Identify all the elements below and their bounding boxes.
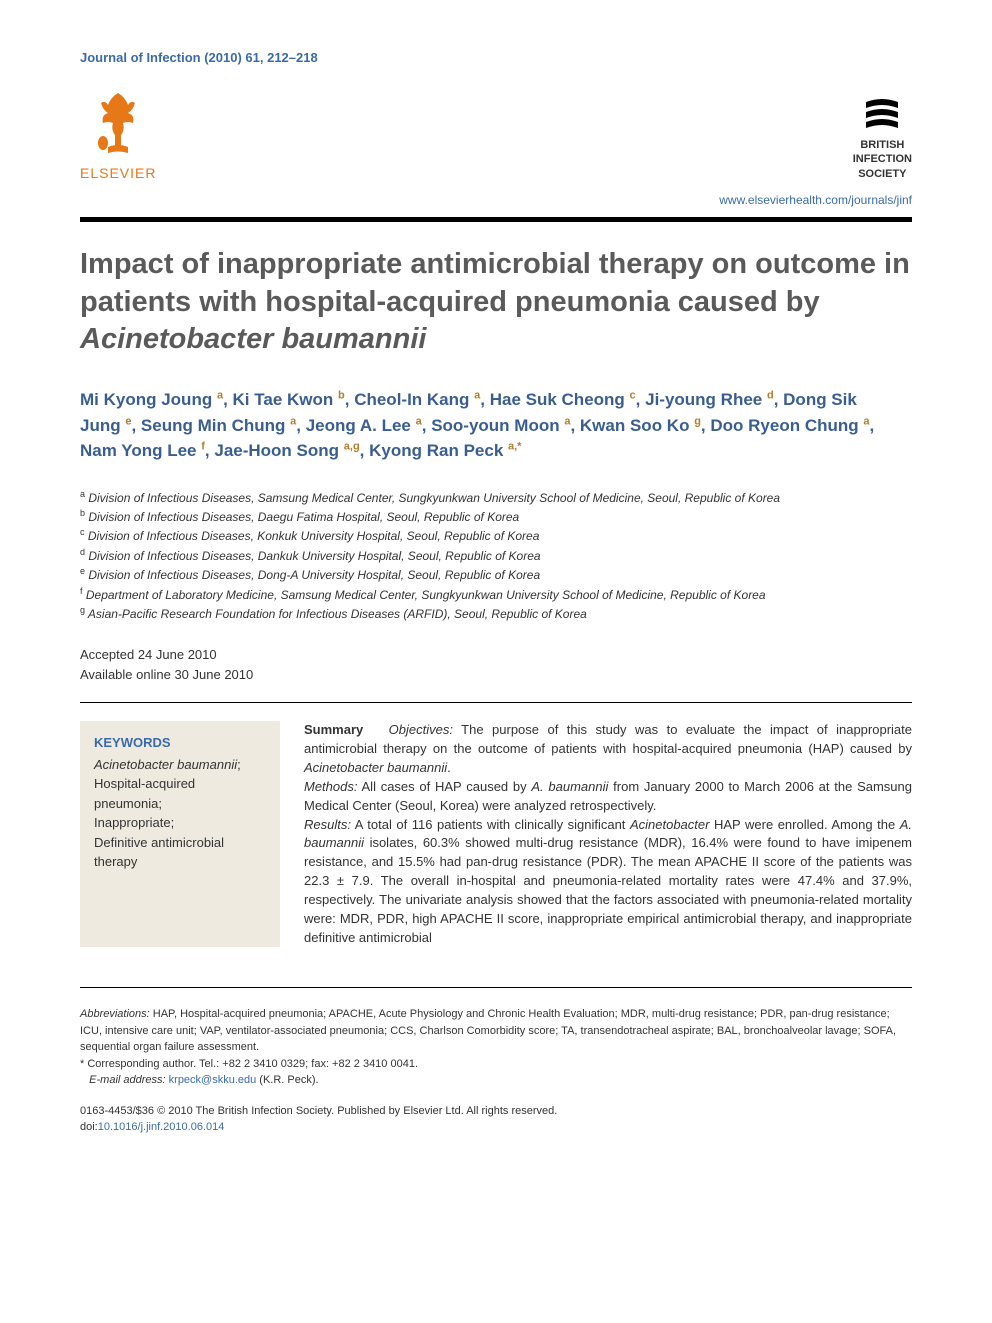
author-affil-ref: a: [863, 415, 869, 427]
society-logo: BRITISH INFECTION SOCIETY: [853, 94, 912, 181]
objectives-label: Objectives:: [389, 722, 453, 737]
methods-text: All cases of HAP caused by: [357, 779, 531, 794]
objectives-end: .: [447, 760, 451, 775]
results-text: A total of 116 patients with clinically …: [351, 817, 630, 832]
divider-thin-2: [80, 987, 912, 988]
journal-reference: Journal of Infection (2010) 61, 212–218: [80, 50, 912, 65]
author: Jeong A. Lee a: [306, 416, 422, 435]
results-label: Results:: [304, 817, 351, 832]
divider-thin-1: [80, 702, 912, 703]
author: Cheol-In Kang a: [354, 390, 480, 409]
article-title: Impact of inappropriate antimicrobial th…: [80, 246, 912, 359]
publisher-name: ELSEVIER: [80, 165, 156, 181]
affiliation-list: a Division of Infectious Diseases, Samsu…: [80, 488, 912, 624]
author: Doo Ryeon Chung a: [710, 416, 869, 435]
abbreviations-line: Abbreviations: HAP, Hospital-acquired pn…: [80, 1006, 912, 1056]
keywords-heading: KEYWORDS: [94, 733, 266, 753]
doi-link[interactable]: 10.1016/j.jinf.2010.06.014: [98, 1121, 225, 1133]
abbrev-label: Abbreviations:: [80, 1008, 150, 1020]
email-link[interactable]: krpeck@skku.edu: [169, 1074, 257, 1086]
article-dates: Accepted 24 June 2010 Available online 3…: [80, 645, 912, 684]
footnotes: Abbreviations: HAP, Hospital-acquired pn…: [80, 1006, 912, 1089]
publisher-logo: ELSEVIER: [80, 85, 156, 181]
author-list: Mi Kyong Joung a, Ki Tae Kwon b, Cheol-I…: [80, 387, 912, 464]
author-affil-ref: a: [564, 415, 570, 427]
summary-label: Summary: [304, 722, 363, 737]
email-label: E-mail address:: [89, 1074, 165, 1086]
author-affil-ref: a: [290, 415, 296, 427]
corresponding-author-line: * Corresponding author. Tel.: +82 2 3410…: [80, 1056, 912, 1073]
author-affil-ref: a: [416, 415, 422, 427]
society-icon: [860, 94, 904, 134]
society-line-3: SOCIETY: [853, 167, 912, 181]
affiliation: d Division of Infectious Diseases, Danku…: [80, 546, 912, 565]
divider-thick: [80, 217, 912, 222]
society-line-1: BRITISH: [853, 138, 912, 152]
author: Seung Min Chung a: [141, 416, 296, 435]
title-main: Impact of inappropriate antimicrobial th…: [80, 248, 910, 318]
author-affil-ref: d: [767, 389, 774, 401]
author-affil-ref: a: [217, 389, 223, 401]
keyword-item: Acinetobacter baumannii;: [94, 755, 266, 775]
keywords-box: KEYWORDS Acinetobacter baumannii;Hospita…: [80, 721, 280, 947]
title-italic: Acinetobacter baumannii: [80, 323, 426, 355]
author: Soo-youn Moon a: [431, 416, 570, 435]
objectives-italic: Acinetobacter baumannii: [304, 760, 447, 775]
author-affil-ref: a,*: [508, 440, 521, 452]
results-text-3: isolates, 60.3% showed multi-drug resist…: [304, 835, 912, 944]
author: Kwan Soo Ko g: [580, 416, 701, 435]
journal-url-link[interactable]: www.elsevierhealth.com/journals/jinf: [719, 193, 912, 207]
author: Ji-young Rhee d: [645, 390, 774, 409]
author-affil-ref: f: [201, 440, 205, 452]
society-name: BRITISH INFECTION SOCIETY: [853, 138, 912, 181]
results-text-2: HAP were enrolled. Among the: [709, 817, 899, 832]
author-affil-ref: a: [474, 389, 480, 401]
affiliation: c Division of Infectious Diseases, Konku…: [80, 526, 912, 545]
affiliation: f Department of Laboratory Medicine, Sam…: [80, 585, 912, 604]
author: Jae-Hoon Song a,g: [214, 441, 359, 460]
affiliation: a Division of Infectious Diseases, Samsu…: [80, 488, 912, 507]
author: Nam Yong Lee f: [80, 441, 205, 460]
doi-line: doi:10.1016/j.jinf.2010.06.014: [80, 1119, 912, 1136]
email-line: E-mail address: krpeck@skku.edu (K.R. Pe…: [80, 1072, 912, 1089]
results-italic: Acinetobacter: [630, 817, 710, 832]
accepted-date: Accepted 24 June 2010: [80, 645, 912, 665]
keywords-list: Acinetobacter baumannii;Hospital-acquire…: [94, 755, 266, 872]
affiliation: b Division of Infectious Diseases, Daegu…: [80, 507, 912, 526]
content-row: KEYWORDS Acinetobacter baumannii;Hospita…: [80, 721, 912, 947]
abstract: Summary Objectives: The purpose of this …: [304, 721, 912, 947]
author: Kyong Ran Peck a,*: [369, 441, 521, 460]
affiliation: e Division of Infectious Diseases, Dong-…: [80, 565, 912, 584]
email-person: (K.R. Peck).: [256, 1074, 318, 1086]
author-affil-ref: e: [125, 415, 131, 427]
copyright-text: 0163-4453/$36 © 2010 The British Infecti…: [80, 1103, 912, 1120]
author: Hae Suk Cheong c: [490, 390, 636, 409]
online-date: Available online 30 June 2010: [80, 665, 912, 685]
copyright-block: 0163-4453/$36 © 2010 The British Infecti…: [80, 1103, 912, 1136]
doi-label: doi:: [80, 1121, 98, 1133]
keyword-item: Definitive antimicrobial therapy: [94, 833, 266, 872]
keyword-item: Hospital-acquired pneumonia;: [94, 774, 266, 813]
methods-italic: A. baumannii: [531, 779, 608, 794]
elsevier-tree-icon: [83, 85, 153, 161]
abbreviations-text: HAP, Hospital-acquired pneumonia; APACHE…: [80, 1008, 896, 1053]
keyword-item: Inappropriate;: [94, 813, 266, 833]
author: Ki Tae Kwon b: [233, 390, 345, 409]
author-affil-ref: b: [338, 389, 345, 401]
author-affil-ref: a,g: [344, 440, 360, 452]
author: Mi Kyong Joung a: [80, 390, 223, 409]
header-row: ELSEVIER BRITISH INFECTION SOCIETY: [80, 85, 912, 181]
journal-link-row: www.elsevierhealth.com/journals/jinf: [80, 191, 912, 209]
author-affil-ref: g: [694, 415, 701, 427]
author-affil-ref: c: [630, 389, 636, 401]
affiliation: g Asian-Pacific Research Foundation for …: [80, 604, 912, 623]
society-line-2: INFECTION: [853, 152, 912, 166]
methods-label: Methods:: [304, 779, 357, 794]
